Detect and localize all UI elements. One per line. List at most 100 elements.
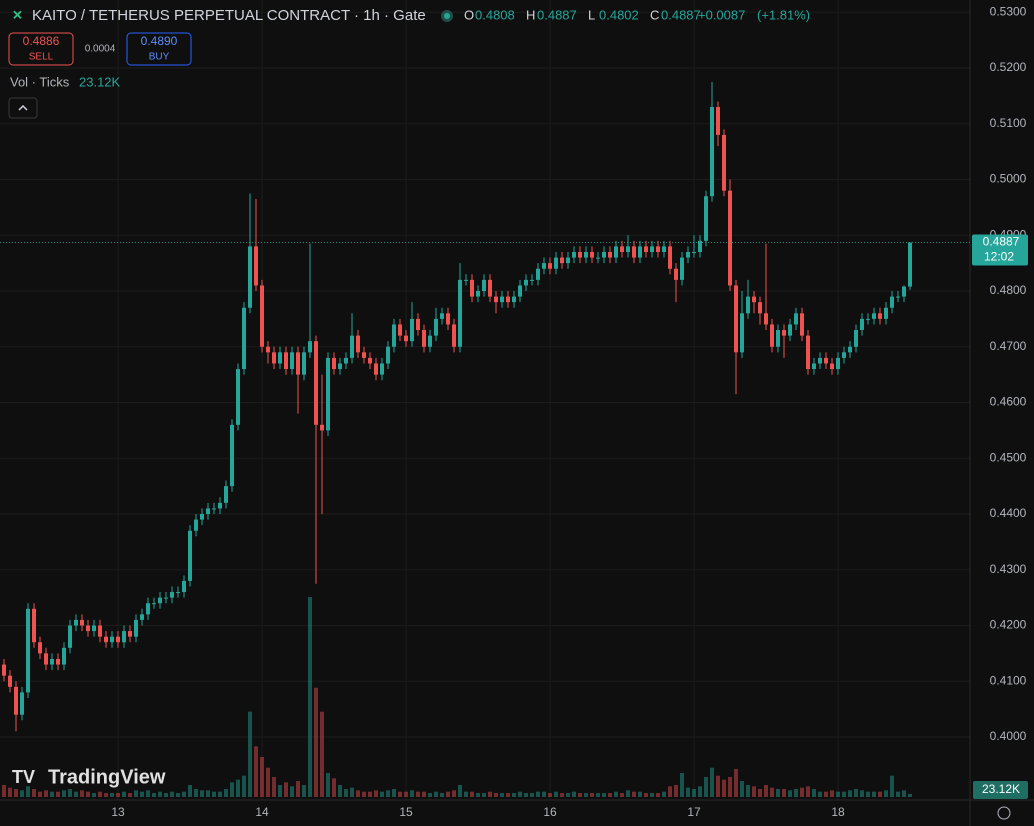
candle-body	[806, 335, 810, 370]
candle-body	[332, 357, 336, 370]
candle-body	[764, 313, 768, 325]
candle-body	[872, 313, 876, 319]
y-tick-label: 0.4100	[990, 673, 1027, 687]
volume-bar	[710, 767, 714, 797]
volume-bar	[824, 791, 828, 797]
candle-body	[464, 279, 468, 281]
candle-body	[410, 318, 414, 342]
candle-body	[578, 251, 582, 258]
volume-bar	[80, 790, 84, 797]
candle-body	[644, 246, 648, 252]
volume-bar	[494, 793, 498, 797]
volume-bar	[584, 793, 588, 797]
volume-bar	[476, 793, 480, 797]
volume-bar	[542, 791, 546, 797]
candle-body	[68, 625, 72, 648]
candle-body	[44, 653, 48, 665]
candle-body	[350, 335, 354, 358]
candle-body	[584, 251, 588, 258]
candle-body	[170, 592, 174, 598]
candle-body	[734, 285, 738, 353]
sell-button[interactable]	[8, 32, 74, 66]
candle-body	[98, 625, 102, 637]
candle-body	[140, 614, 144, 620]
buy-label: BUY	[149, 52, 170, 63]
volume-bar	[560, 793, 564, 797]
candle-body	[50, 658, 54, 665]
candle-body	[710, 107, 714, 197]
y-tick-label: 0.4600	[990, 395, 1027, 409]
settings-icon[interactable]	[997, 806, 1011, 820]
collapse-button[interactable]	[8, 97, 38, 119]
volume-bar	[812, 789, 816, 797]
volume-bar	[842, 791, 846, 797]
volume-tag-label: 23.12K	[982, 782, 1020, 796]
candle-body	[194, 519, 198, 531]
candle-body	[902, 286, 906, 297]
ohlc-value: 0.4802	[599, 7, 639, 22]
volume-bar	[44, 790, 48, 797]
candle-body	[632, 246, 636, 258]
volume-bar	[488, 791, 492, 797]
y-tick-label: 0.5300	[990, 4, 1027, 18]
ohlc-key: O	[464, 7, 474, 22]
buy-button[interactable]	[126, 32, 192, 66]
volume-bar	[206, 790, 210, 797]
volume-bar	[248, 711, 252, 797]
volume-bar	[362, 791, 366, 797]
candle-body	[188, 530, 192, 581]
volume-bar	[608, 793, 612, 797]
volume-bar	[770, 787, 774, 797]
candle-body	[56, 658, 60, 665]
volume-bar	[200, 790, 204, 797]
candle-body	[398, 324, 402, 336]
candle-body	[254, 246, 258, 286]
volume-bar	[428, 793, 432, 797]
candle-body	[356, 335, 360, 353]
candle-body	[860, 318, 864, 331]
candle-body	[608, 251, 612, 258]
candle-body	[32, 608, 36, 643]
candle-body	[560, 257, 564, 264]
candle-body	[14, 686, 18, 715]
candle-body	[650, 246, 654, 252]
volume-bar	[38, 791, 42, 797]
candle-body	[812, 363, 816, 370]
volume-bar	[818, 791, 822, 797]
candle-body	[20, 692, 24, 715]
change: +0.0087	[698, 7, 745, 22]
volume-bar	[680, 773, 684, 797]
candle-body	[8, 675, 12, 687]
volume-bar	[566, 793, 570, 797]
volume-bar	[152, 793, 156, 797]
volume-bar	[800, 787, 804, 797]
candle-body	[362, 352, 366, 358]
volume-bar	[158, 791, 162, 797]
candle-body	[614, 246, 618, 258]
candle-body	[134, 619, 138, 637]
volume-bar	[182, 791, 186, 797]
candle-body	[554, 257, 558, 269]
candle-body	[302, 352, 306, 375]
volume-bar	[788, 790, 792, 797]
volume-bar	[146, 790, 150, 797]
volume-bar	[848, 790, 852, 797]
volume-bar	[650, 793, 654, 797]
volume-bar	[302, 785, 306, 797]
candle-body	[470, 279, 474, 297]
x-tick-label: 14	[255, 805, 269, 819]
change-pct: (+1.81%)	[757, 7, 810, 22]
candle-body	[482, 279, 486, 292]
candle-body	[92, 625, 96, 632]
volume-bar	[674, 785, 678, 797]
candle-body	[272, 352, 276, 364]
candle-body	[164, 597, 168, 599]
volume-bar	[782, 789, 786, 797]
candle-body	[128, 631, 132, 637]
candle-body	[884, 307, 888, 319]
volume-bar	[722, 779, 726, 797]
volume-bar	[512, 793, 516, 797]
candle-body	[776, 330, 780, 347]
volume-bar	[452, 790, 456, 797]
volume-bar	[104, 793, 108, 797]
